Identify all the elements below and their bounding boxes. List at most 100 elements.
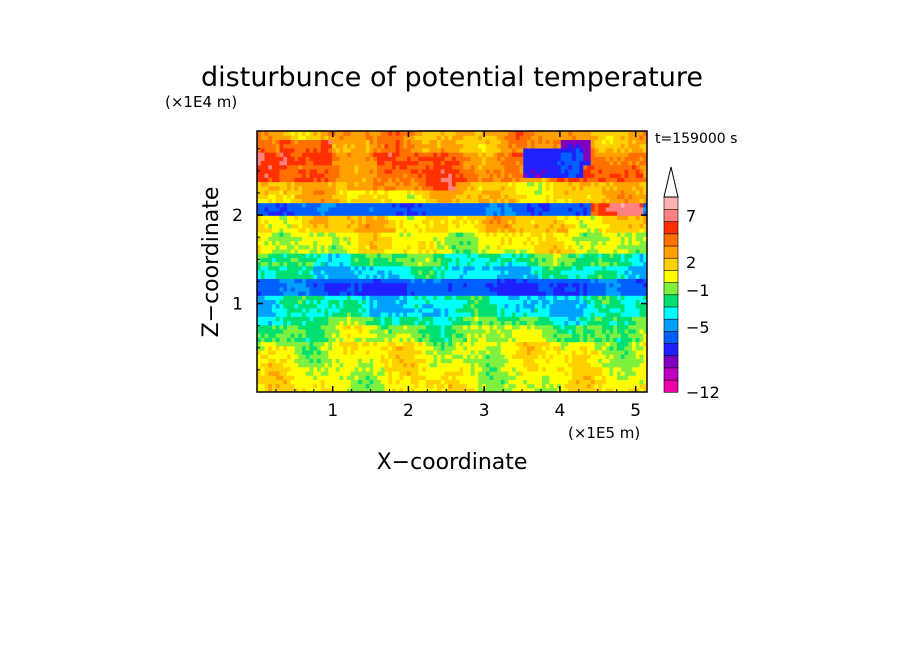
contour-cell — [583, 198, 588, 204]
contour-cell — [534, 387, 539, 392]
contour-cell — [287, 299, 292, 305]
contour-cell — [373, 198, 378, 204]
contour-cell — [399, 320, 404, 326]
contour-cell — [425, 244, 431, 250]
contour-cell — [602, 236, 607, 242]
contour-cell — [527, 274, 532, 279]
contour-cell — [455, 189, 461, 195]
contour-cell — [527, 354, 532, 359]
contour-cell — [350, 219, 356, 225]
contour-cell — [350, 236, 356, 242]
contour-cell — [530, 198, 536, 204]
contour-cell — [452, 236, 457, 242]
contour-cell — [395, 341, 401, 347]
contour-cell — [632, 198, 637, 204]
contour-cell — [425, 253, 431, 258]
contour-cell — [508, 210, 513, 216]
contour-cell — [553, 370, 558, 376]
contour-cell — [362, 312, 367, 317]
contour-cell — [557, 333, 562, 338]
contour-cell — [309, 227, 314, 233]
contour-cell — [534, 345, 539, 351]
contour-cell — [530, 219, 536, 225]
contour-cell — [575, 345, 581, 351]
contour-cell — [515, 236, 521, 242]
contour-cell — [470, 366, 476, 372]
contour-cell — [474, 370, 479, 376]
contour-cell — [328, 370, 333, 376]
contour-cell — [624, 379, 629, 385]
contour-cell — [538, 282, 543, 288]
contour-cell — [290, 328, 296, 334]
contour-cell — [620, 257, 626, 263]
contour-cell — [448, 253, 453, 258]
contour-cell — [260, 232, 266, 237]
contour-cell — [602, 240, 607, 246]
contour-cell — [425, 370, 431, 376]
contour-cell — [369, 274, 374, 279]
contour-cell — [343, 328, 348, 334]
contour-cell — [287, 295, 292, 300]
contour-cell — [384, 240, 389, 246]
contour-cell — [609, 349, 614, 355]
contour-cell — [605, 210, 611, 216]
contour-cell — [504, 194, 509, 199]
contour-cell — [455, 370, 461, 376]
contour-cell — [418, 223, 423, 229]
contour-cell — [294, 383, 299, 389]
contour-cell — [560, 202, 566, 208]
contour-cell — [369, 223, 374, 229]
contour-cell — [260, 290, 266, 296]
contour-cell — [628, 261, 633, 267]
contour-cell — [279, 337, 284, 343]
contour-cell — [377, 210, 382, 216]
contour-cell — [343, 215, 348, 220]
contour-cell — [575, 349, 581, 355]
contour-cell — [369, 312, 374, 317]
contour-cell — [639, 274, 644, 279]
contour-cell — [444, 236, 449, 242]
contour-cell — [272, 282, 277, 288]
contour-cell — [422, 248, 427, 254]
contour-cell — [362, 210, 367, 216]
contour-cell — [275, 274, 281, 279]
contour-cell — [590, 366, 596, 372]
contour-cell — [298, 307, 303, 313]
contour-cell — [527, 198, 532, 204]
contour-cell — [302, 387, 307, 392]
contour-cell — [313, 345, 318, 351]
contour-cell — [620, 333, 626, 338]
contour-cell — [583, 282, 588, 288]
contour-cell — [272, 248, 277, 254]
contour-cell — [470, 274, 476, 279]
contour-cell — [493, 370, 498, 376]
contour-cell — [283, 278, 288, 284]
contour-cell — [302, 223, 307, 229]
contour-cell — [620, 189, 626, 195]
contour-cell — [617, 375, 622, 380]
contour-cell — [429, 299, 434, 305]
contour-cell — [317, 370, 322, 376]
contour-cell — [508, 236, 513, 242]
contour-cell — [354, 286, 359, 292]
contour-cell — [369, 248, 374, 254]
contour-cell — [418, 261, 423, 267]
contour-cell — [478, 345, 483, 351]
contour-cell — [549, 227, 554, 233]
contour-cell — [380, 316, 386, 322]
contour-cell — [347, 312, 352, 317]
contour-cell — [444, 257, 449, 263]
contour-cell — [354, 354, 359, 359]
contour-cell — [418, 328, 423, 334]
contour-cell — [620, 349, 626, 355]
contour-cell — [598, 333, 603, 338]
contour-cell — [275, 370, 281, 376]
contour-cell — [422, 337, 427, 343]
contour-cell — [545, 227, 551, 233]
contour-cell — [264, 337, 269, 343]
contour-cell — [557, 282, 562, 288]
contour-cell — [643, 341, 647, 347]
contour-cell — [635, 303, 641, 309]
contour-cell — [283, 198, 288, 204]
contour-cell — [564, 206, 569, 212]
